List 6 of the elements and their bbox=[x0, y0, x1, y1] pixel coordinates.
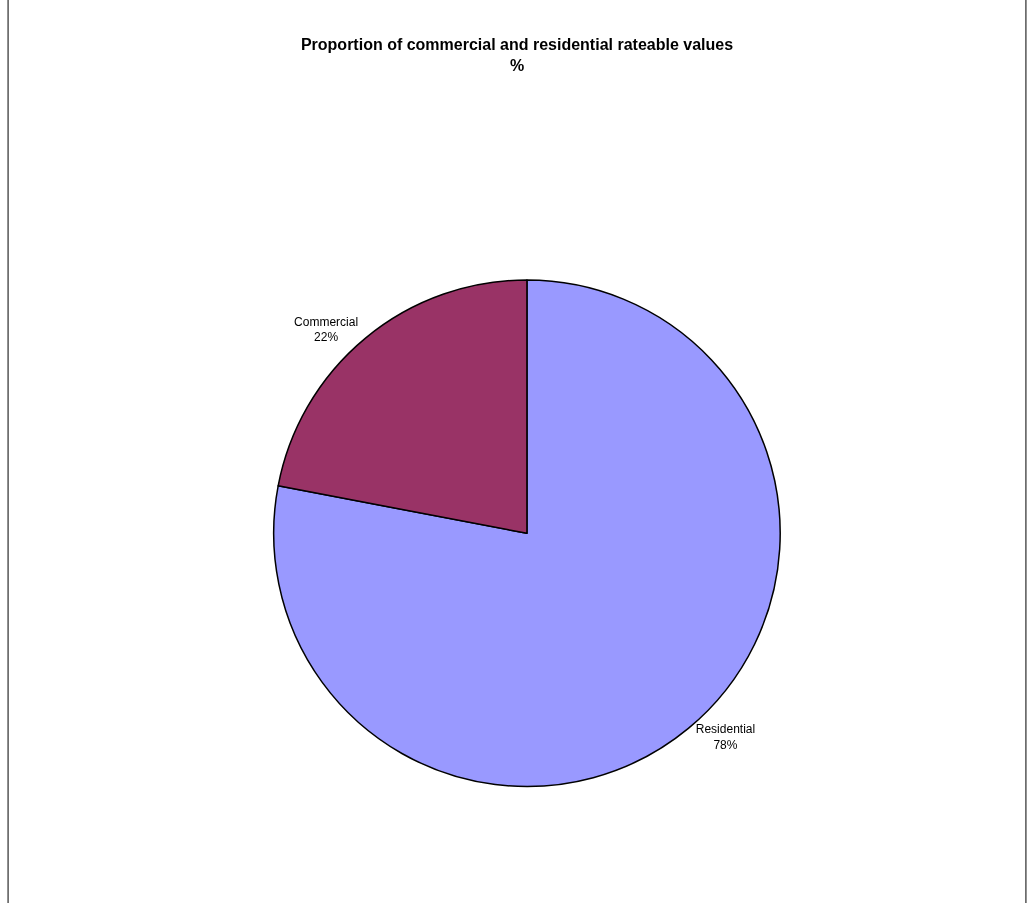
data-label: 22% bbox=[314, 330, 339, 345]
data-label: 78% bbox=[713, 737, 738, 752]
slice-label: Commercial bbox=[294, 314, 359, 329]
chart-title: Proportion of commercial and residential rateable values % bbox=[300, 36, 734, 74]
pie-slice bbox=[273, 279, 781, 787]
slice-label: Residential bbox=[695, 722, 756, 737]
